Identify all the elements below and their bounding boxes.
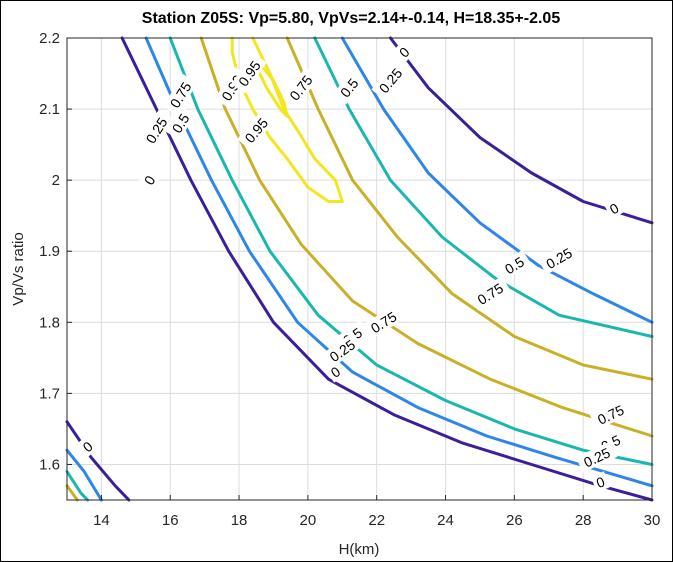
- contour-label-background: [324, 360, 346, 383]
- contour-line-0-25: [65, 448, 103, 502]
- contour-label: 0.25: [538, 241, 580, 275]
- x-tick-label: 30: [644, 512, 661, 529]
- contour-label: 0: [324, 360, 346, 383]
- contour-label-background: [469, 276, 511, 311]
- contour-line-0-75: [285, 36, 654, 381]
- x-axis-ticks: 14 16 18 20 22 24 26 28 30: [93, 495, 660, 529]
- contour-label: 0: [392, 40, 415, 63]
- y-tick-label: 1.8: [39, 314, 60, 331]
- x-tick-label: 22: [368, 512, 385, 529]
- contour-label-background: [165, 105, 196, 141]
- contour-label-background: [371, 60, 409, 101]
- contour-lines: [65, 36, 654, 502]
- contour-label: 0: [603, 197, 625, 220]
- y-tick-label: 2.1: [39, 101, 60, 118]
- contour-line-0-75: [199, 36, 654, 438]
- y-tick-label: 1.9: [39, 243, 60, 260]
- plot-area-border: [66, 37, 653, 501]
- chart-title: Station Z05S: Vp=5.80, VpVs=2.14+-0.14, …: [142, 10, 561, 27]
- x-tick-label: 26: [506, 512, 523, 529]
- x-tick-label: 20: [300, 512, 317, 529]
- contour-label-background: [321, 332, 363, 369]
- contour-label-background: [496, 249, 532, 281]
- contour-line-0-5: [313, 36, 654, 338]
- contour-labels: 00.250.50.75 0.990.950.950.75 0.5 0.25000.2…: [76, 40, 632, 493]
- x-tick-label: 14: [93, 512, 110, 529]
- y-axis-label: Vp/Vs ratio: [10, 232, 27, 305]
- contour-label-background: [162, 74, 198, 116]
- contour-label: 0: [76, 435, 99, 458]
- x-tick-label: 28: [575, 512, 592, 529]
- y-tick-label: 2: [52, 172, 60, 189]
- x-axis-label: H(km): [339, 541, 380, 558]
- contour-label-background: [237, 110, 275, 151]
- contour-label: 0: [590, 471, 610, 493]
- contour-label-background: [575, 441, 618, 473]
- contour-label-background: [332, 70, 365, 105]
- contour-label-background: [138, 169, 161, 191]
- contour-label: 0.75: [589, 398, 632, 430]
- y-tick-label: 2.2: [39, 30, 60, 47]
- y-tick-label: 1.6: [39, 456, 60, 473]
- contour-line-0-25: [144, 36, 654, 488]
- contour-line-0-75: [65, 484, 79, 502]
- contour-label: 0.75: [469, 276, 511, 311]
- contour-label-background: [76, 435, 99, 458]
- contour-line-0: [389, 36, 654, 225]
- contour-line-0-25: [340, 36, 654, 324]
- contour-label-background: [590, 471, 610, 493]
- contour-line-0-5: [65, 470, 90, 502]
- y-axis-ticks: 1.6 1.7 1.8 1.9 2 2.1 2.2: [39, 30, 72, 473]
- y-tick-label: 1.7: [39, 385, 60, 402]
- contour-label-background: [138, 109, 174, 151]
- contour-line-0-99: [254, 57, 289, 118]
- contour-line-0: [65, 420, 131, 502]
- x-tick-label: 24: [437, 512, 454, 529]
- contour-line-0: [120, 36, 654, 502]
- contour-label-background: [282, 67, 320, 108]
- contour-label-background: [392, 40, 415, 63]
- contour-label-background: [231, 52, 267, 94]
- contour-label-background: [589, 398, 632, 430]
- x-tick-label: 18: [231, 512, 248, 529]
- contour-label-background: [538, 241, 580, 275]
- contour-label-background: [362, 304, 404, 340]
- contour-label-background: [603, 197, 625, 220]
- x-tick-label: 16: [162, 512, 179, 529]
- contour-label: 0: [138, 169, 161, 191]
